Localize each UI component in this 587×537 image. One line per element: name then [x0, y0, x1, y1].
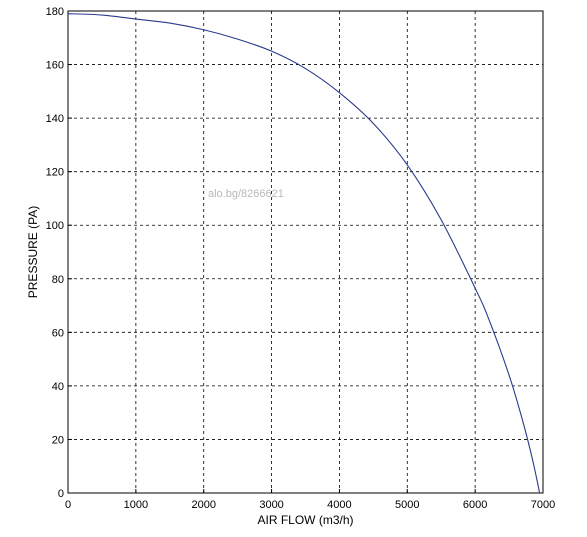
y-tick-label: 80	[52, 274, 64, 286]
y-axis-label: PRESSURE (PA)	[26, 206, 40, 298]
x-tick-label: 7000	[531, 499, 555, 511]
x-tick-label: 6000	[463, 499, 487, 511]
tick-labels: 0 1000 2000 3000 4000 5000 6000 7000 0 20 40 60 80 10…	[46, 6, 556, 511]
x-axis-label: AIR FLOW (m3/h)	[257, 513, 353, 527]
x-tick-label: 1000	[124, 499, 148, 511]
y-tick-label: 140	[46, 113, 64, 125]
y-tick-label: 180	[46, 6, 64, 18]
pressure-curve-line	[67, 13, 541, 494]
x-tick-label: 3000	[259, 499, 283, 511]
grid	[67, 10, 544, 494]
x-tick-label: 0	[65, 499, 71, 511]
y-tick-label: 60	[52, 327, 64, 339]
watermark-text: alo.bg/8266621	[208, 188, 284, 200]
y-tick-label: 40	[52, 381, 64, 393]
y-tick-label: 120	[46, 167, 64, 179]
y-tick-label: 160	[46, 60, 64, 72]
x-tick-label: 5000	[395, 499, 419, 511]
y-tick-label: 20	[52, 434, 64, 446]
x-tick-label: 4000	[327, 499, 351, 511]
y-tick-label: 0	[58, 488, 64, 500]
plot-frame	[67, 10, 544, 494]
y-tick-label: 100	[46, 220, 64, 232]
x-tick-label: 2000	[191, 499, 215, 511]
